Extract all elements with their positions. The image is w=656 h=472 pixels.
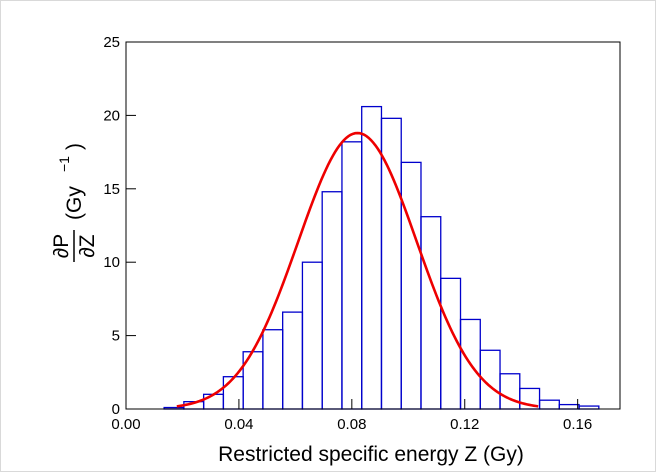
y-axis-title-unit: (Gy: [63, 186, 86, 220]
histogram-bars: [163, 105, 600, 410]
histogram-bar: [558, 403, 580, 410]
y-tick-label: 5: [112, 328, 120, 345]
x-axis-ticks: 0.00 0.04 0.08 0.12 0.16: [111, 399, 592, 433]
histogram-bar: [400, 161, 422, 410]
y-axis-title-unit-exponent: −1: [56, 156, 72, 172]
histogram-bar: [301, 261, 323, 410]
histogram-bar: [341, 141, 363, 410]
histogram-bar: [282, 311, 304, 410]
x-tick-label: 0.08: [337, 416, 366, 433]
histogram-bar: [321, 191, 343, 410]
x-axis-title: Restricted specific energy Z (Gy): [218, 443, 524, 466]
histogram-bar: [538, 399, 560, 410]
y-tick-label: 15: [103, 181, 120, 198]
y-axis-title-numerator: ∂P: [50, 234, 73, 258]
y-axis-title-unit-close: ): [63, 143, 86, 150]
y-tick-label: 0: [112, 401, 120, 418]
histogram-bar: [420, 216, 442, 410]
x-tick-label: 0.12: [450, 416, 479, 433]
histogram-bar: [499, 373, 521, 410]
y-axis-title: ∂P ∂Z (Gy −1 ): [50, 143, 99, 262]
y-tick-label: 20: [103, 107, 120, 124]
plot-area-border: [125, 41, 621, 410]
y-tick-label: 10: [103, 254, 120, 271]
x-tick-label: 0.16: [563, 416, 592, 433]
gaussian-fit: [176, 131, 539, 408]
fit-curve-line: [176, 131, 539, 408]
histogram-bar: [222, 376, 244, 410]
histogram-bar: [262, 329, 284, 410]
x-tick-label: 0.04: [224, 416, 253, 433]
y-axis-title-denominator: ∂Z: [76, 234, 99, 257]
y-tick-label: 25: [103, 34, 120, 51]
x-tick-label: 0.00: [111, 416, 140, 433]
histogram-bar: [202, 393, 225, 410]
y-axis-ticks: 0 5 10 15 20 25: [103, 34, 136, 418]
